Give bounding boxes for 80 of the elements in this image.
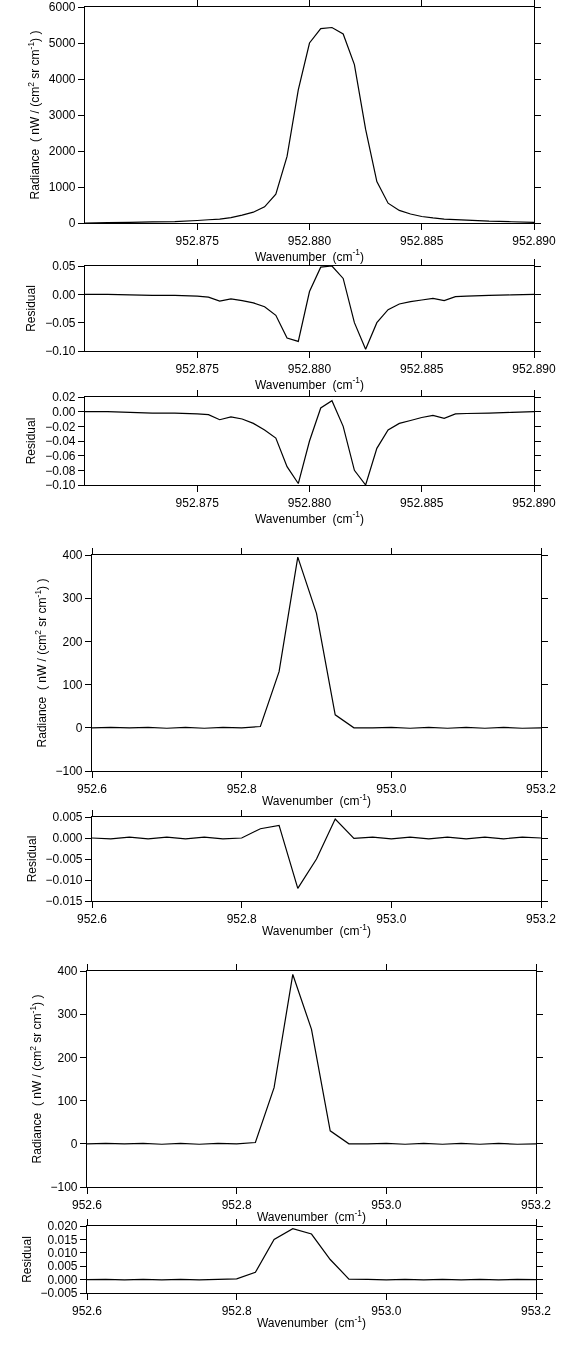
- y-tick-label: 0.000: [52, 831, 83, 846]
- x-tick-label: 952.8: [221, 1197, 253, 1212]
- y-tick-label: 4000: [48, 72, 76, 87]
- y-tick-label: 0.00: [52, 404, 76, 419]
- y-tick-label: 0.015: [47, 1232, 78, 1247]
- y-tick-label: −0.06: [45, 448, 76, 463]
- x-tick-label: 953.0: [376, 781, 407, 796]
- y-tick-label: 300: [62, 591, 83, 606]
- x-tick-label: 952.8: [221, 1303, 253, 1318]
- y-tick-label: 0.010: [47, 1246, 78, 1260]
- y-tick-label: 0.005: [47, 1259, 78, 1274]
- x-tick-label: 952.880: [287, 495, 332, 510]
- y-tick-label: −0.05: [45, 315, 76, 330]
- y-tick-label: 0.005: [52, 810, 83, 825]
- x-tick-label: 952.890: [512, 495, 557, 510]
- x-tick-label: 953.2: [520, 1197, 552, 1212]
- x-tick-label: 952.885: [400, 233, 444, 248]
- x-tick-label: 952.890: [512, 233, 557, 248]
- y-tick-label: −0.08: [45, 463, 76, 478]
- x-tick-label: 952.6: [76, 781, 108, 796]
- y-tick-label: −0.02: [45, 419, 76, 434]
- y-axis-title: Residual: [19, 1236, 34, 1283]
- y-tick-label: −0.10: [45, 478, 76, 493]
- y-tick-label: 2000: [48, 144, 76, 159]
- x-tick-label: 952.885: [400, 495, 444, 510]
- y-tick-label: 400: [57, 964, 78, 979]
- x-tick-label: 952.880: [287, 361, 332, 376]
- x-tick-label: 952.8: [226, 781, 258, 796]
- y-tick-label: 100: [57, 1093, 78, 1108]
- y-tick-label: 0.020: [47, 1219, 78, 1234]
- y-tick-label: −0.005: [45, 852, 83, 867]
- y-tick-label: 200: [57, 1050, 78, 1065]
- y-tick-label: 400: [62, 548, 83, 563]
- y-tick-label: 0.05: [52, 259, 76, 274]
- y-tick-label: 300: [57, 1007, 78, 1022]
- x-tick-label: 952.875: [175, 233, 220, 248]
- y-tick-label: 100: [62, 677, 83, 692]
- y-tick-label: 200: [62, 634, 83, 649]
- x-tick-label: 952.890: [512, 361, 557, 376]
- x-tick-label: 953.0: [371, 1303, 402, 1318]
- y-tick-label: 0: [70, 1137, 78, 1151]
- x-tick-label: 952.875: [175, 361, 220, 376]
- y-tick-label: 0: [68, 216, 76, 231]
- y-tick-label: 3000: [48, 108, 76, 123]
- y-tick-label: −0.010: [45, 873, 83, 888]
- y-axis-title: Residual: [24, 417, 39, 465]
- x-tick-label: 953.2: [520, 1303, 552, 1318]
- x-axis-title: Wavenumber (cm$^{-1}$): [256, 1208, 367, 1225]
- y-tick-label: −100: [55, 764, 83, 779]
- x-tick-label: 952.885: [400, 361, 444, 376]
- y-tick-label: 0.00: [52, 287, 76, 302]
- x-tick-label: 953.0: [376, 911, 407, 926]
- x-tick-label: 953.0: [371, 1197, 402, 1212]
- y-tick-label: 0: [75, 721, 83, 735]
- x-axis-title: Wavenumber (cm$^{-1}$): [256, 1314, 367, 1331]
- x-tick-label: 952.6: [76, 911, 108, 926]
- y-axis-title: Residual: [24, 835, 39, 883]
- x-tick-label: 952.8: [226, 911, 258, 926]
- x-axis-title: Wavenumber (cm$^{-1}$): [254, 247, 365, 264]
- y-tick-label: 6000: [48, 0, 76, 15]
- y-axis-title: Residual: [24, 285, 39, 332]
- y-tick-label: −0.04: [45, 434, 76, 449]
- y-tick-label: −0.015: [45, 894, 83, 909]
- x-tick-label: 953.2: [525, 781, 557, 796]
- x-tick-label: 953.2: [525, 911, 557, 926]
- y-tick-label: 5000: [48, 36, 76, 51]
- y-tick-label: −0.005: [40, 1286, 78, 1301]
- x-axis-title: Wavenumber (cm$^{-1}$): [254, 375, 365, 392]
- y-tick-label: −100: [50, 1180, 78, 1195]
- x-axis-title: Wavenumber (cm$^{-1}$): [254, 509, 365, 526]
- y-tick-label: 1000: [48, 180, 76, 195]
- y-tick-label: 0.000: [47, 1272, 78, 1287]
- y-tick-label: −0.10: [45, 344, 76, 359]
- x-tick-label: 952.6: [71, 1197, 103, 1212]
- x-tick-label: 952.875: [175, 495, 220, 510]
- x-tick-label: 952.880: [287, 233, 332, 248]
- x-axis-title: Wavenumber (cm$^{-1}$): [261, 792, 372, 809]
- y-tick-label: 0.02: [52, 390, 76, 405]
- x-tick-label: 952.6: [71, 1303, 103, 1318]
- x-axis-title: Wavenumber (cm$^{-1}$): [261, 922, 372, 939]
